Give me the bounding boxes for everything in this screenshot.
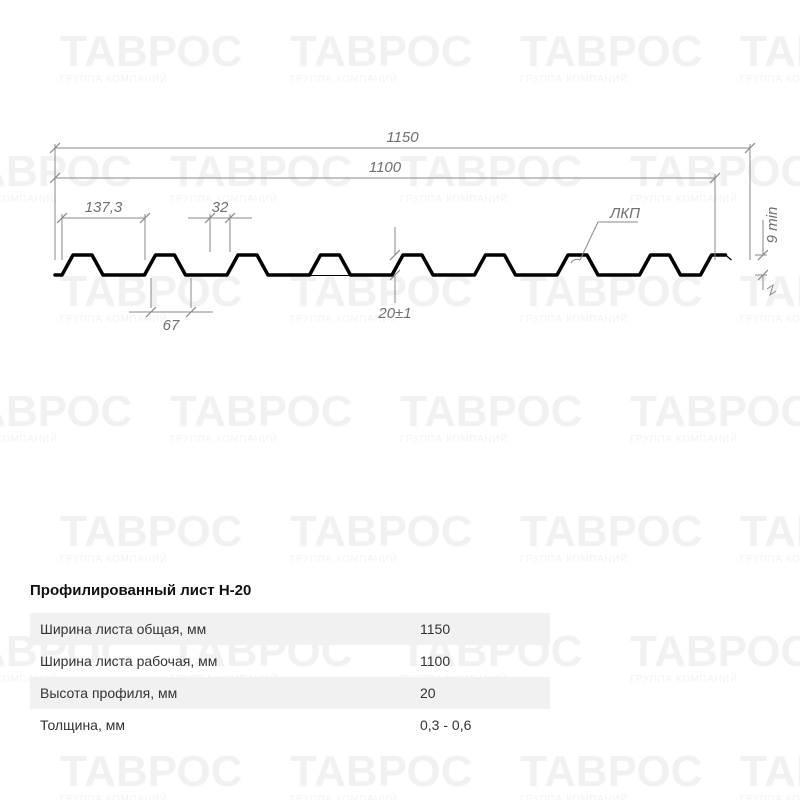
watermark: ТАВРОСГРУППА КОМПАНИЙ (520, 30, 702, 84)
spec-label: Ширина листа рабочая, мм (40, 653, 420, 669)
spec-value: 20 (420, 685, 540, 701)
spec-value: 0,3 - 0,6 (420, 717, 540, 733)
watermark: ТАВРОСГРУППА КОМПАНИЙ (520, 750, 702, 800)
svg-text:67: 67 (163, 317, 180, 334)
watermark: ТАВРОСГРУППА КОМПАНИЙ (630, 390, 800, 444)
watermark: ТАВРОСГРУППА КОМПАНИЙ (400, 390, 582, 444)
svg-text:1100: 1100 (369, 159, 402, 176)
watermark: ТАВРОСГРУППА КОМПАНИЙ (630, 630, 800, 684)
spec-label: Толщина, мм (40, 717, 420, 733)
table-row: Высота профиля, мм20 (30, 677, 550, 709)
table-row: Ширина листа рабочая, мм1100 (30, 645, 550, 677)
watermark: ТАВРОСГРУППА КОМПАНИЙ (290, 510, 472, 564)
svg-text:1150: 1150 (386, 129, 419, 146)
spec-label: Высота профиля, мм (40, 685, 420, 701)
watermark: ТАВРОСГРУППА КОМПАНИЙ (740, 750, 800, 800)
watermark: ТАВРОСГРУППА КОМПАНИЙ (60, 30, 242, 84)
svg-text:9 min: 9 min (764, 207, 781, 244)
profile-path (55, 255, 726, 275)
svg-text:ЛКП: ЛКП (609, 205, 640, 222)
spec-value: 1100 (420, 653, 540, 669)
profile-diagram: 1150 1100 137,3 32 67 20±1 9 min ЛКП (0, 100, 800, 360)
svg-text:32: 32 (212, 199, 229, 216)
watermark: ТАВРОСГРУППА КОМПАНИЙ (170, 390, 352, 444)
spec-label: Ширина листа общая, мм (40, 621, 420, 637)
spec-table: Профилированный лист Н-20 Ширина листа о… (30, 582, 550, 741)
watermark: ТАВРОСГРУППА КОМПАНИЙ (0, 390, 132, 444)
table-row: Ширина листа общая, мм1150 (30, 613, 550, 645)
table-row: Толщина, мм0,3 - 0,6 (30, 709, 550, 741)
watermark: ТАВРОСГРУППА КОМПАНИЙ (740, 510, 800, 564)
svg-text:137,3: 137,3 (85, 199, 123, 216)
watermark: ТАВРОСГРУППА КОМПАНИЙ (290, 750, 472, 800)
watermark: ТАВРОСГРУППА КОМПАНИЙ (290, 30, 472, 84)
watermark: ТАВРОСГРУППА КОМПАНИЙ (60, 510, 242, 564)
spec-title: Профилированный лист Н-20 (30, 582, 550, 599)
watermark: ТАВРОСГРУППА КОМПАНИЙ (60, 750, 242, 800)
watermark: ТАВРОСГРУППА КОМПАНИЙ (520, 510, 702, 564)
watermark: ТАВРОСГРУППА КОМПАНИЙ (740, 30, 800, 84)
svg-text:20±1: 20±1 (377, 305, 411, 322)
spec-value: 1150 (420, 621, 540, 637)
